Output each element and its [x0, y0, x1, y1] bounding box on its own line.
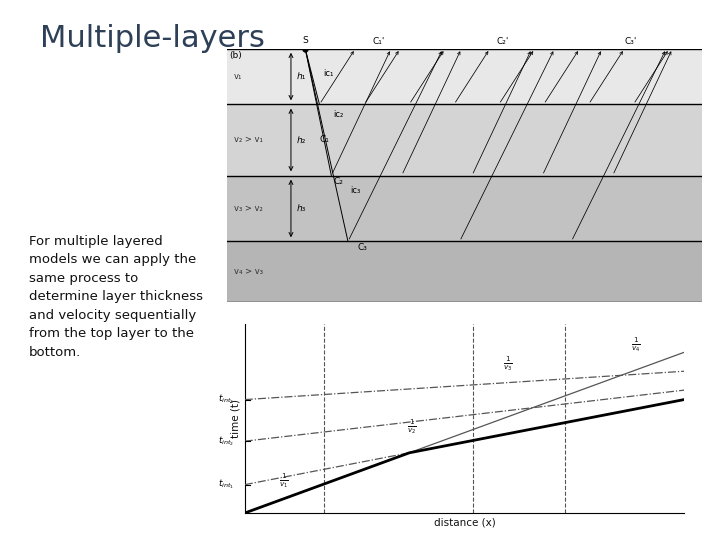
Y-axis label: time (t): time (t): [230, 399, 240, 438]
Text: Multiple-layers: Multiple-layers: [40, 24, 264, 53]
Text: C₃': C₃': [624, 37, 637, 46]
Text: C₁': C₁': [373, 37, 385, 46]
Text: $t_{int_2}$: $t_{int_2}$: [217, 434, 234, 448]
Text: ℎ₁: ℎ₁: [297, 72, 306, 81]
Text: C₂: C₂: [334, 177, 343, 186]
Text: v₄ > v₃: v₄ > v₃: [234, 267, 263, 276]
Bar: [227, 241, 702, 302]
Text: C₃: C₃: [358, 243, 367, 252]
Text: C₂': C₂': [496, 37, 508, 46]
Text: ℎ₂: ℎ₂: [297, 136, 306, 145]
Text: v₁: v₁: [234, 72, 243, 81]
Text: S: S: [302, 36, 308, 45]
Text: ic₂: ic₂: [334, 110, 344, 119]
Text: ℎ₃: ℎ₃: [297, 204, 306, 213]
Text: $\frac{1}{v_1}$: $\frac{1}{v_1}$: [279, 472, 289, 490]
Bar: [227, 104, 702, 176]
Text: C₁: C₁: [319, 136, 329, 145]
Text: $\frac{1}{v_2}$: $\frac{1}{v_2}$: [407, 417, 417, 435]
Text: $\frac{1}{v_4}$: $\frac{1}{v_4}$: [631, 336, 641, 354]
Text: For multiple layered
models we can apply the
same process to
determine layer thi: For multiple layered models we can apply…: [29, 235, 203, 359]
Text: v₃ > v₂: v₃ > v₂: [234, 204, 263, 213]
X-axis label: distance (x): distance (x): [433, 517, 495, 527]
Text: (b): (b): [229, 51, 242, 60]
Text: ic₁: ic₁: [323, 69, 333, 78]
Text: $t_{int_3}$: $t_{int_3}$: [217, 393, 234, 407]
Text: $t_{int_1}$: $t_{int_1}$: [217, 478, 234, 491]
Text: $\frac{1}{v_3}$: $\frac{1}{v_3}$: [503, 355, 513, 373]
Bar: [227, 176, 702, 241]
Text: ic₃: ic₃: [351, 186, 361, 195]
Bar: [227, 49, 702, 104]
Text: v₂ > v₁: v₂ > v₁: [234, 136, 263, 145]
